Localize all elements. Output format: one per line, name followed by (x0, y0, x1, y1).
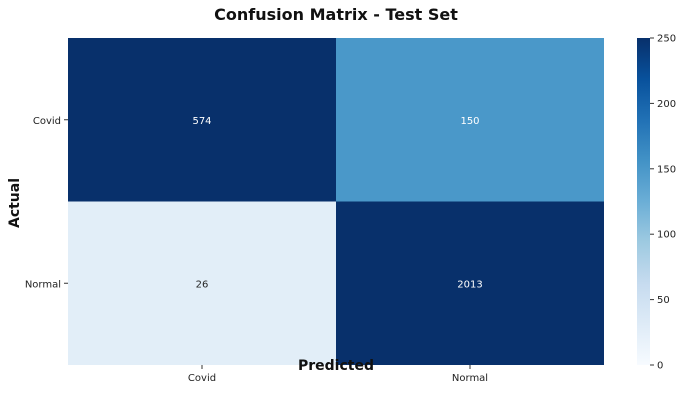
cell-value-label: 150 (460, 116, 479, 127)
y-tick-label: Covid (33, 116, 61, 127)
heatmap-cell-labels: 574 150 26 2013 (192, 116, 482, 291)
x-axis-ticks: Covid Normal (188, 365, 488, 384)
colorbar-tick-label: 100 (657, 230, 676, 241)
colorbar-tick-label: 50 (657, 295, 670, 306)
colorbar-tick-label: 200 (657, 99, 676, 110)
colorbar-ticks: 0 50 100 150 200 250 (650, 34, 676, 372)
x-tick-label: Covid (188, 373, 216, 384)
colorbar-tick-label: 0 (657, 361, 663, 372)
x-axis-label: Predicted (298, 358, 374, 374)
heatmap-cell (336, 201, 604, 365)
heatmap-cells (68, 38, 604, 365)
heatmap-cell (68, 38, 336, 202)
cell-value-label: 574 (192, 116, 211, 127)
heatmap-cell (336, 38, 604, 202)
colorbar (637, 38, 650, 365)
heatmap-cell (68, 201, 336, 365)
cell-value-label: 26 (196, 279, 209, 290)
x-tick-label: Normal (452, 373, 488, 384)
cell-value-label: 2013 (457, 279, 482, 290)
y-tick-label: Normal (25, 279, 61, 290)
colorbar-tick-label: 250 (657, 34, 676, 45)
chart-title: Confusion Matrix - Test Set (214, 5, 458, 24)
colorbar-tick-label: 150 (657, 164, 676, 175)
y-axis-ticks: Covid Normal (25, 116, 68, 290)
y-axis-label: Actual (7, 178, 23, 228)
